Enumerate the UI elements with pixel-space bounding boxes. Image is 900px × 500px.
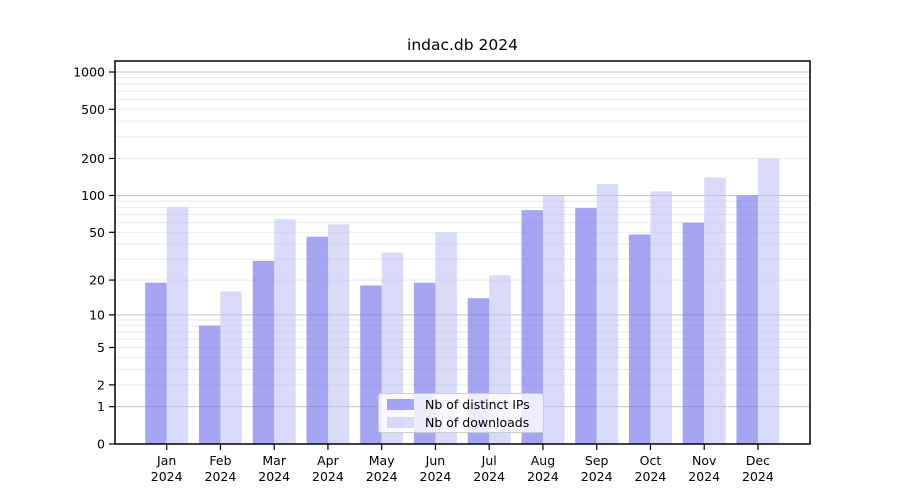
x-tick-label-year: 2024 [742, 469, 774, 484]
bar-distinct-ips-0 [145, 282, 167, 444]
legend: Nb of distinct IPs Nb of downloads [378, 393, 544, 433]
legend-label-distinct-ips: Nb of distinct IPs [425, 396, 530, 412]
bar-downloads-3 [327, 224, 350, 444]
y-tick-label: 0 [97, 437, 105, 452]
legend-label-downloads: Nb of downloads [425, 414, 530, 430]
x-tick-label-month: Sep [585, 453, 609, 468]
bar-downloads-9 [650, 191, 672, 444]
bar-distinct-ips-8 [575, 208, 597, 444]
legend-item-downloads: Nb of downloads [379, 415, 543, 430]
y-tick-label: 50 [89, 225, 105, 240]
x-tick-label-year: 2024 [635, 469, 667, 484]
y-tick-label: 5 [97, 340, 105, 355]
x-tick-label-year: 2024 [581, 469, 613, 484]
x-tick-label-year: 2024 [527, 469, 559, 484]
bar-distinct-ips-3 [306, 236, 328, 444]
x-tick-label-month: Aug [531, 453, 555, 468]
x-tick-label-month: Mar [262, 453, 286, 468]
x-tick-label-month: Dec [746, 453, 770, 468]
y-tick-label: 200 [81, 151, 105, 166]
bar-downloads-8 [596, 184, 619, 444]
y-tick-label: 500 [81, 102, 105, 117]
bar-downloads-5 [435, 232, 457, 444]
x-tick-label-month: Jan [156, 453, 176, 468]
y-tick-label: 1000 [73, 65, 105, 80]
x-tick-label-year: 2024 [473, 469, 505, 484]
legend-swatch-downloads [387, 416, 414, 428]
bar-distinct-ips-1 [198, 325, 221, 444]
legend-item-distinct-ips: Nb of distinct IPs [379, 397, 543, 412]
bar-distinct-ips-9 [628, 234, 651, 444]
bar-downloads-7 [542, 195, 565, 444]
x-tick-label-month: Jun [425, 453, 446, 468]
bar-distinct-ips-10 [682, 222, 705, 444]
x-tick-label-month: Feb [209, 453, 231, 468]
bar-downloads-2 [274, 219, 296, 444]
bar-downloads-11 [757, 158, 780, 444]
bar-distinct-ips-2 [252, 260, 275, 444]
y-tick-label: 10 [89, 307, 105, 322]
legend-swatch-distinct-ips [387, 398, 414, 410]
x-tick-label-year: 2024 [151, 469, 183, 484]
x-tick-label-year: 2024 [420, 469, 452, 484]
x-tick-label-month: Apr [317, 453, 339, 468]
x-tick-label-year: 2024 [366, 469, 398, 484]
x-tick-label-month: May [369, 453, 395, 468]
bar-downloads-1 [220, 291, 242, 444]
plot-border [114, 60, 811, 445]
y-tick-label: 1 [97, 399, 105, 414]
bar-distinct-ips-11 [736, 195, 758, 444]
x-tick-label-month: Nov [692, 453, 717, 468]
y-tick-label: 2 [97, 377, 105, 392]
x-tick-label-month: Oct [640, 453, 662, 468]
y-tick-label: 20 [89, 273, 105, 288]
x-tick-label-year: 2024 [312, 469, 344, 484]
x-tick-label-year: 2024 [688, 469, 720, 484]
x-tick-label-year: 2024 [258, 469, 290, 484]
bar-downloads-10 [704, 177, 726, 444]
x-tick-label-year: 2024 [205, 469, 237, 484]
bar-downloads-0 [166, 207, 189, 444]
x-tick-label-month: Jul [481, 453, 497, 468]
chart-title: indac.db 2024 [407, 36, 518, 54]
bar-distinct-ips-7 [521, 210, 543, 444]
bar-distinct-ips-4 [360, 285, 382, 444]
y-tick-label: 100 [81, 188, 105, 203]
